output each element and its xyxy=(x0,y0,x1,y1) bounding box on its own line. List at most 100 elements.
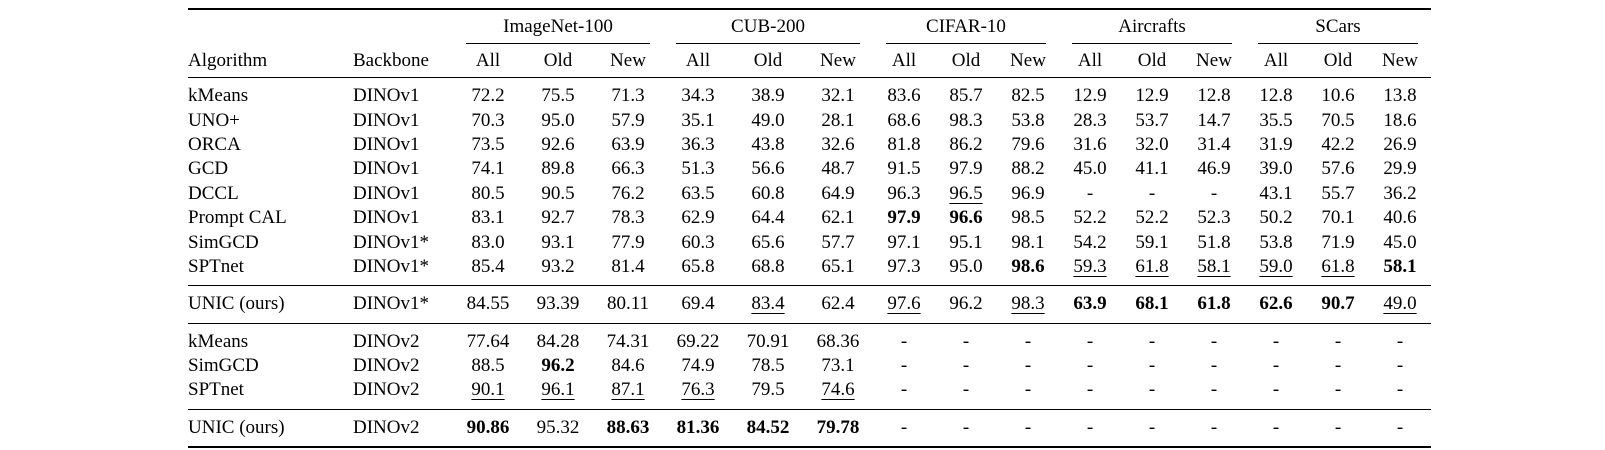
value-cell: 61.8 xyxy=(1135,255,1169,277)
value-cell: 87.1 xyxy=(611,379,645,401)
value-cell: 97.1 xyxy=(887,231,921,253)
column-header-old: Old xyxy=(523,44,593,78)
value-cell: 92.6 xyxy=(541,133,575,155)
value-cell: 42.2 xyxy=(1321,133,1355,155)
value-cell: 64.9 xyxy=(821,182,855,204)
value-cell: 69.22 xyxy=(663,322,733,354)
column-header-new: New xyxy=(1183,44,1245,78)
value-cell: 70.1 xyxy=(1321,207,1355,229)
value-cell: - xyxy=(1148,182,1156,204)
value-cell: 70.5 xyxy=(1321,109,1355,131)
value-cell: - xyxy=(997,408,1059,448)
value-cell: 14.7 xyxy=(1197,109,1231,131)
value-cell: 12.8 xyxy=(1197,85,1231,107)
table-header: ImageNet-100 CUB-200 CIFAR-10 Aircrafts SCar… xyxy=(188,9,1431,78)
backbone-cell: DINOv1 xyxy=(353,207,420,229)
header-spacer xyxy=(353,9,453,44)
value-cell: - xyxy=(1086,379,1094,401)
value-cell: 46.9 xyxy=(1197,158,1231,180)
value-cell: - xyxy=(1369,322,1431,354)
value-cell: 68.1 xyxy=(1121,285,1183,324)
value-cell: 58.1 xyxy=(1383,255,1417,277)
backbone-cell: DINOv1 xyxy=(353,133,420,155)
value-cell: 96.5 xyxy=(949,182,983,204)
group-header-cub-200: CUB-200 xyxy=(663,9,873,44)
backbone-cell: DINOv1 xyxy=(353,158,420,180)
value-cell: 79.5 xyxy=(751,379,785,401)
value-cell: 98.6 xyxy=(1011,255,1045,277)
value-cell: 90.86 xyxy=(453,408,523,448)
value-cell: 97.3 xyxy=(887,255,921,277)
value-cell: 88.63 xyxy=(593,408,663,448)
value-cell: 83.0 xyxy=(471,231,505,253)
value-cell: 62.6 xyxy=(1245,285,1307,324)
value-cell: 81.8 xyxy=(887,133,921,155)
value-cell: - xyxy=(1272,379,1280,401)
algorithm-cell: SimGCD xyxy=(188,231,259,253)
value-cell: 93.39 xyxy=(523,285,593,324)
value-cell: 95.0 xyxy=(541,109,575,131)
table-row: SimGCD DINOv1* 83.0 93.1 77.9 60.3 65.6 57.7 97.… xyxy=(188,230,1431,254)
column-header-new: New xyxy=(593,44,663,78)
value-cell: 74.1 xyxy=(471,158,505,180)
value-cell: 36.3 xyxy=(681,133,715,155)
value-cell: 97.6 xyxy=(873,285,935,324)
value-cell: 84.52 xyxy=(733,408,803,448)
value-cell: 72.2 xyxy=(471,85,505,107)
value-cell: - xyxy=(1086,182,1094,204)
value-cell: 48.7 xyxy=(821,158,855,180)
value-cell: - xyxy=(1245,408,1307,448)
value-cell: - xyxy=(935,408,997,448)
value-cell: 90.1 xyxy=(471,379,505,401)
value-cell: 97.9 xyxy=(949,158,983,180)
value-cell: 59.1 xyxy=(1135,231,1169,253)
value-cell: 59.3 xyxy=(1073,255,1107,277)
value-cell: 55.7 xyxy=(1321,182,1355,204)
value-cell: 53.8 xyxy=(1011,109,1045,131)
value-cell: - xyxy=(1148,355,1156,377)
column-header-all: All xyxy=(663,44,733,78)
table-row: SPTnet DINOv1* 85.4 93.2 81.4 65.8 68.8 65.1 97.… xyxy=(188,255,1431,286)
value-cell: 90.7 xyxy=(1307,285,1369,324)
value-cell: - xyxy=(1396,355,1404,377)
value-cell: 96.3 xyxy=(887,182,921,204)
value-cell: 26.9 xyxy=(1383,133,1417,155)
value-cell: 18.6 xyxy=(1383,109,1417,131)
value-cell: 35.1 xyxy=(681,109,715,131)
value-cell: 96.1 xyxy=(541,379,575,401)
value-cell: 62.1 xyxy=(821,207,855,229)
value-cell: 49.0 xyxy=(751,109,785,131)
group-header-imagenet-100: ImageNet-100 xyxy=(453,9,663,44)
value-cell: - xyxy=(1148,379,1156,401)
results-table: ImageNet-100 CUB-200 CIFAR-10 Aircrafts SCar… xyxy=(188,8,1431,449)
backbone-cell: DINOv2 xyxy=(353,322,453,354)
value-cell: 79.78 xyxy=(803,408,873,448)
value-cell: 12.8 xyxy=(1259,85,1293,107)
value-cell: 70.3 xyxy=(471,109,505,131)
value-cell: 58.1 xyxy=(1197,255,1231,277)
value-cell: 52.3 xyxy=(1197,207,1231,229)
value-cell: 85.4 xyxy=(471,255,505,277)
value-cell: 95.32 xyxy=(523,408,593,448)
value-cell: 95.1 xyxy=(949,231,983,253)
value-cell: 68.6 xyxy=(887,109,921,131)
value-cell: 86.2 xyxy=(949,133,983,155)
value-cell: 56.6 xyxy=(751,158,785,180)
value-cell: 31.6 xyxy=(1073,133,1107,155)
column-header-old: Old xyxy=(1121,44,1183,78)
value-cell: 31.9 xyxy=(1259,133,1293,155)
column-header-all: All xyxy=(1059,44,1121,78)
column-header-row: Algorithm Backbone All Old New All Old New All Ol… xyxy=(188,44,1431,78)
value-cell: 74.31 xyxy=(593,322,663,354)
value-cell: 35.5 xyxy=(1259,109,1293,131)
value-cell: 80.11 xyxy=(593,285,663,324)
value-cell: 84.6 xyxy=(611,355,645,377)
value-cell: - xyxy=(1369,408,1431,448)
value-cell: 12.9 xyxy=(1073,85,1107,107)
value-cell: - xyxy=(1121,322,1183,354)
value-cell: 41.1 xyxy=(1135,158,1169,180)
value-cell: 96.2 xyxy=(541,355,575,377)
column-header-old: Old xyxy=(935,44,997,78)
value-cell: 45.0 xyxy=(1073,158,1107,180)
value-cell: 76.2 xyxy=(611,182,645,204)
